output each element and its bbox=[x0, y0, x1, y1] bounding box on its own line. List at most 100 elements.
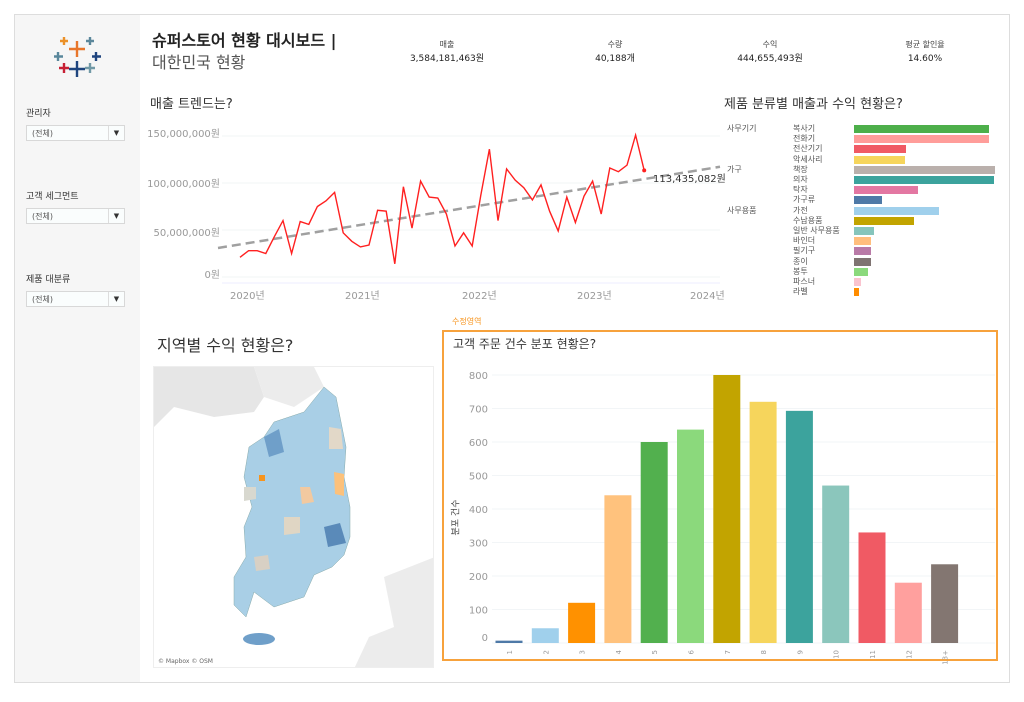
subcategory-label: 전산기기 bbox=[793, 144, 823, 154]
y-tick-label: 800 bbox=[469, 371, 488, 382]
kpi-discount: 평균 할인율 14.60% bbox=[855, 40, 995, 65]
kpi-quantity: 수량 40,188개 bbox=[545, 40, 685, 65]
y-tick-label: 50,000,000원 bbox=[153, 228, 220, 239]
category-bar[interactable] bbox=[854, 176, 994, 184]
category-bar[interactable] bbox=[854, 227, 874, 235]
distribution-bar bbox=[604, 495, 632, 643]
x-tick-label: 12 bbox=[905, 650, 913, 659]
subcategory-label: 필기구 bbox=[793, 246, 816, 256]
category-bar[interactable] bbox=[854, 186, 919, 195]
y-tick-label: 0원 bbox=[204, 270, 220, 281]
category-label: 가구 bbox=[727, 164, 742, 174]
manager-dropdown[interactable]: (전체) ▼ bbox=[26, 125, 125, 141]
subcategory-label: 종이 bbox=[793, 256, 808, 266]
category-label: 사무기기 bbox=[727, 124, 757, 133]
x-tick-label: 7 bbox=[724, 650, 732, 654]
x-tick-label: 2022년 bbox=[462, 291, 497, 302]
y-tick-label: 700 bbox=[469, 405, 488, 416]
subcategory-label: 바인더 bbox=[793, 236, 816, 246]
x-tick-label: 11 bbox=[869, 650, 877, 659]
edit-area-label: 수정영역 bbox=[452, 317, 482, 326]
subcategory-label: 전화기 bbox=[793, 134, 816, 144]
distribution-bar bbox=[568, 602, 596, 643]
distribution-bar bbox=[713, 375, 741, 643]
distribution-bar bbox=[749, 401, 777, 643]
subcategory-label: 탁자 bbox=[793, 185, 808, 195]
chevron-down-icon[interactable]: ▼ bbox=[108, 292, 124, 306]
distribution-bar bbox=[894, 582, 922, 643]
order-chart-title: 고객 주문 건수 분포 현황은? bbox=[453, 337, 597, 351]
category-bar[interactable] bbox=[854, 145, 907, 154]
subcategory-label: 일반 사무용품 bbox=[793, 226, 840, 235]
category-bar[interactable] bbox=[854, 278, 862, 286]
kpi-label: 수량 bbox=[607, 40, 623, 49]
distribution-bar bbox=[677, 429, 704, 643]
x-tick-label: 2021년 bbox=[345, 291, 380, 302]
x-tick-label: 2024년 bbox=[690, 291, 725, 302]
kpi-label: 평균 할인율 bbox=[905, 40, 945, 49]
kpi-sales: 매출 3,584,181,463원 bbox=[377, 40, 517, 65]
subcategory-label: 의자 bbox=[793, 175, 808, 184]
kpi-value: 3,584,181,463원 bbox=[409, 54, 485, 64]
category-bar[interactable] bbox=[854, 206, 940, 215]
distribution-bar bbox=[785, 410, 813, 643]
kpi-value: 40,188개 bbox=[595, 54, 635, 64]
subcategory-label: 라벨 bbox=[793, 287, 808, 297]
category-chart-title: 제품 분류별 매출과 수익 현황은? bbox=[724, 97, 903, 112]
x-tick-label: 13+ bbox=[942, 650, 950, 665]
filter-label: 관리자 bbox=[26, 109, 51, 119]
subcategory-label: 악세사리 bbox=[793, 154, 823, 164]
map-title: 지역별 수익 현황은? bbox=[157, 336, 294, 355]
kpi-profit: 수익 444,655,493원 bbox=[700, 40, 840, 65]
category-bar[interactable] bbox=[854, 165, 995, 174]
category-bar[interactable] bbox=[854, 155, 906, 164]
y-tick-label: 200 bbox=[469, 572, 488, 583]
segment-dropdown[interactable]: (전체) ▼ bbox=[26, 208, 125, 224]
x-tick-label: 6 bbox=[688, 649, 696, 654]
x-tick-label: 2023년 bbox=[577, 291, 612, 302]
chevron-down-icon[interactable]: ▼ bbox=[108, 209, 124, 223]
kpi-value: 444,655,493원 bbox=[737, 54, 803, 64]
subcategory-label: 봉투 bbox=[793, 266, 808, 276]
sales-trend-chart bbox=[217, 132, 721, 284]
category-bar[interactable] bbox=[854, 196, 883, 205]
last-point bbox=[642, 168, 647, 173]
order-distribution-panel[interactable] bbox=[442, 330, 998, 661]
filter-label: 제품 대분류 bbox=[26, 275, 71, 285]
x-tick-label: 1 bbox=[506, 650, 514, 654]
x-tick-label: 2020년 bbox=[230, 291, 265, 302]
subcategory-label: 가전 bbox=[793, 205, 808, 215]
kpi-label: 수익 bbox=[762, 40, 778, 49]
x-tick-label: 3 bbox=[579, 650, 587, 654]
y-tick-label: 400 bbox=[469, 505, 488, 516]
x-tick-label: 9 bbox=[796, 650, 804, 654]
distribution-bar bbox=[822, 485, 850, 643]
korea-map: © Mapbox © OSM bbox=[154, 367, 433, 667]
category-bar[interactable] bbox=[854, 267, 868, 276]
category-dropdown[interactable]: (전체) ▼ bbox=[26, 291, 125, 307]
region-map[interactable]: © Mapbox © OSM bbox=[153, 366, 434, 668]
kpi-value: 14.60% bbox=[907, 54, 943, 64]
sales-line bbox=[239, 132, 645, 264]
sales-trend-title: 매출 트렌드는? bbox=[150, 97, 233, 112]
dropdown-value: (전체) bbox=[32, 129, 53, 138]
category-bar[interactable] bbox=[854, 247, 872, 256]
subcategory-label: 복사기 bbox=[793, 124, 816, 133]
category-bar[interactable] bbox=[854, 125, 990, 133]
category-label: 사무용품 bbox=[727, 205, 757, 215]
distribution-bar bbox=[931, 564, 959, 643]
category-bar[interactable] bbox=[854, 257, 871, 266]
chevron-down-icon[interactable]: ▼ bbox=[108, 126, 124, 140]
kpi-label: 매출 bbox=[439, 40, 455, 49]
category-bar[interactable] bbox=[854, 135, 989, 144]
category-bar[interactable] bbox=[854, 288, 860, 297]
category-bar[interactable] bbox=[854, 216, 914, 225]
trend-line bbox=[217, 165, 721, 250]
x-tick-label: 10 bbox=[833, 650, 841, 659]
category-bar[interactable] bbox=[854, 237, 872, 246]
dropdown-value: (전체) bbox=[32, 295, 53, 304]
y-tick-label: 150,000,000원 bbox=[147, 129, 220, 140]
x-tick-label: 4 bbox=[615, 649, 623, 654]
distribution-bar bbox=[531, 628, 559, 643]
dropdown-value: (전체) bbox=[32, 212, 53, 221]
